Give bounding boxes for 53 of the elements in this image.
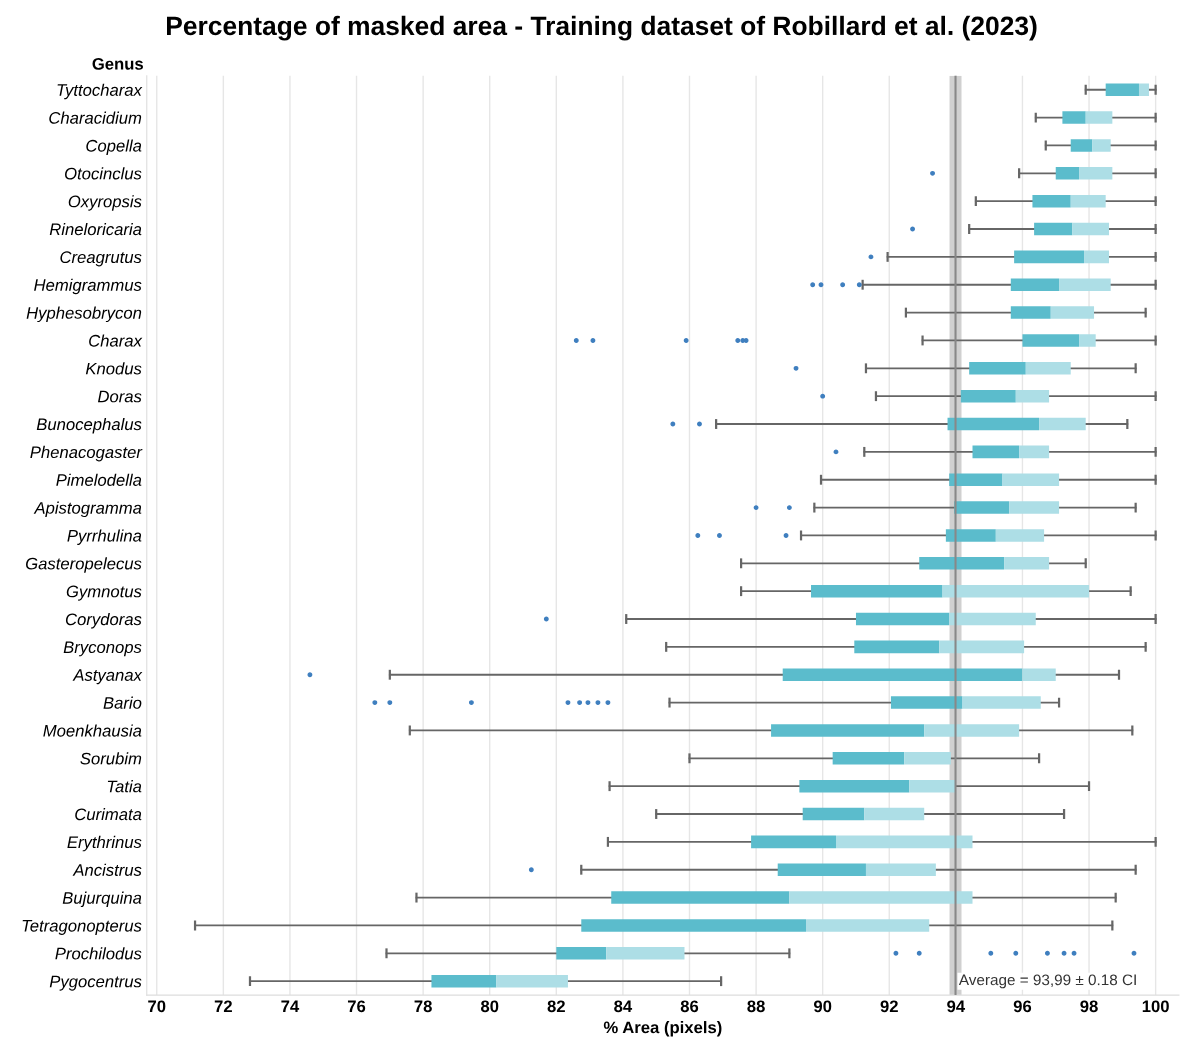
y-tick-label: Hyphesobrycon [26,306,142,323]
y-tick-label: Erythrinus [67,835,142,852]
y-tick-label: Hemigrammus [34,278,142,295]
y-tick-label: Characidium [49,111,142,124]
y-tick-label: Moenkhausia [43,724,142,737]
y-tick-label: Copella [86,139,142,155]
y-tick-label: Tyttocharax [57,83,143,100]
y-tick-label: Otocinclus [65,167,142,180]
y-tick-label: Knodus [85,362,142,375]
x-axis-title: % Area (pixels) [603,1021,722,1037]
x-tick-label: 90 [813,1000,832,1013]
x-tick-label: 86 [680,1000,699,1013]
x-tick-label: 74 [281,1000,300,1013]
y-tick-label: Rineloricaria [49,222,142,236]
y-tick-label: Pygocentrus [49,975,142,991]
y-tick-label: Pimelodella [56,473,142,486]
y-tick-label: Bario [103,696,142,709]
y-tick-label: Pyrrhulina [67,529,142,545]
x-tick-label: 96 [1013,1000,1032,1013]
y-tick-label: Gymnotus [66,585,142,601]
x-tick-label: 98 [1080,1000,1098,1013]
x-tick-label: 78 [414,1000,432,1013]
y-tick-label: Sorubim [80,752,142,765]
ref-line-label: Average = 93,99 ± 0.18 CI [958,974,1136,989]
y-tick-label: Doras [97,390,142,403]
y-tick-label: Phenacogaster [30,445,143,462]
y-tick-label: Creagrutus [60,251,142,267]
x-tick-label: 100 [1142,1000,1169,1013]
y-tick-label: Bunocephalus [36,417,142,434]
x-tick-label: 70 [148,1000,166,1013]
y-tick-label: Prochilodus [55,947,142,960]
x-tick-label: 94 [947,1000,966,1013]
y-tick-label: Tetragonopterus [22,920,142,935]
chart-title: Percentage of masked area - Training dataset of Robillard et al. (2023) [167,15,1037,41]
x-tick-label: 80 [480,1000,499,1013]
x-tick-label: 92 [880,1000,898,1013]
x-tick-label: 76 [347,1000,366,1013]
x-tick-label: 88 [747,1000,765,1013]
y-tick-label: Curimata [75,807,142,821]
x-tick-label: 84 [614,1000,633,1013]
x-tick-label: 72 [214,1000,232,1013]
y-tick-label: Tatia [107,780,142,793]
y-tick-label: Charax [89,334,143,347]
y-tick-label: Astyanax [72,669,143,685]
y-tick-label: Bryconops [63,641,142,657]
y-tick-label: Gasteropelecus [26,557,142,573]
y-axis-title: Genus [92,57,143,70]
y-tick-label: Oxyropsis [68,195,142,211]
y-tick-label: Apistogramma [33,501,142,518]
y-tick-label: Ancistrus [72,863,142,876]
x-tick-label: 82 [547,1000,565,1013]
y-tick-label: Corydoras [65,612,142,629]
y-tick-label: Bujurquina [62,891,142,908]
